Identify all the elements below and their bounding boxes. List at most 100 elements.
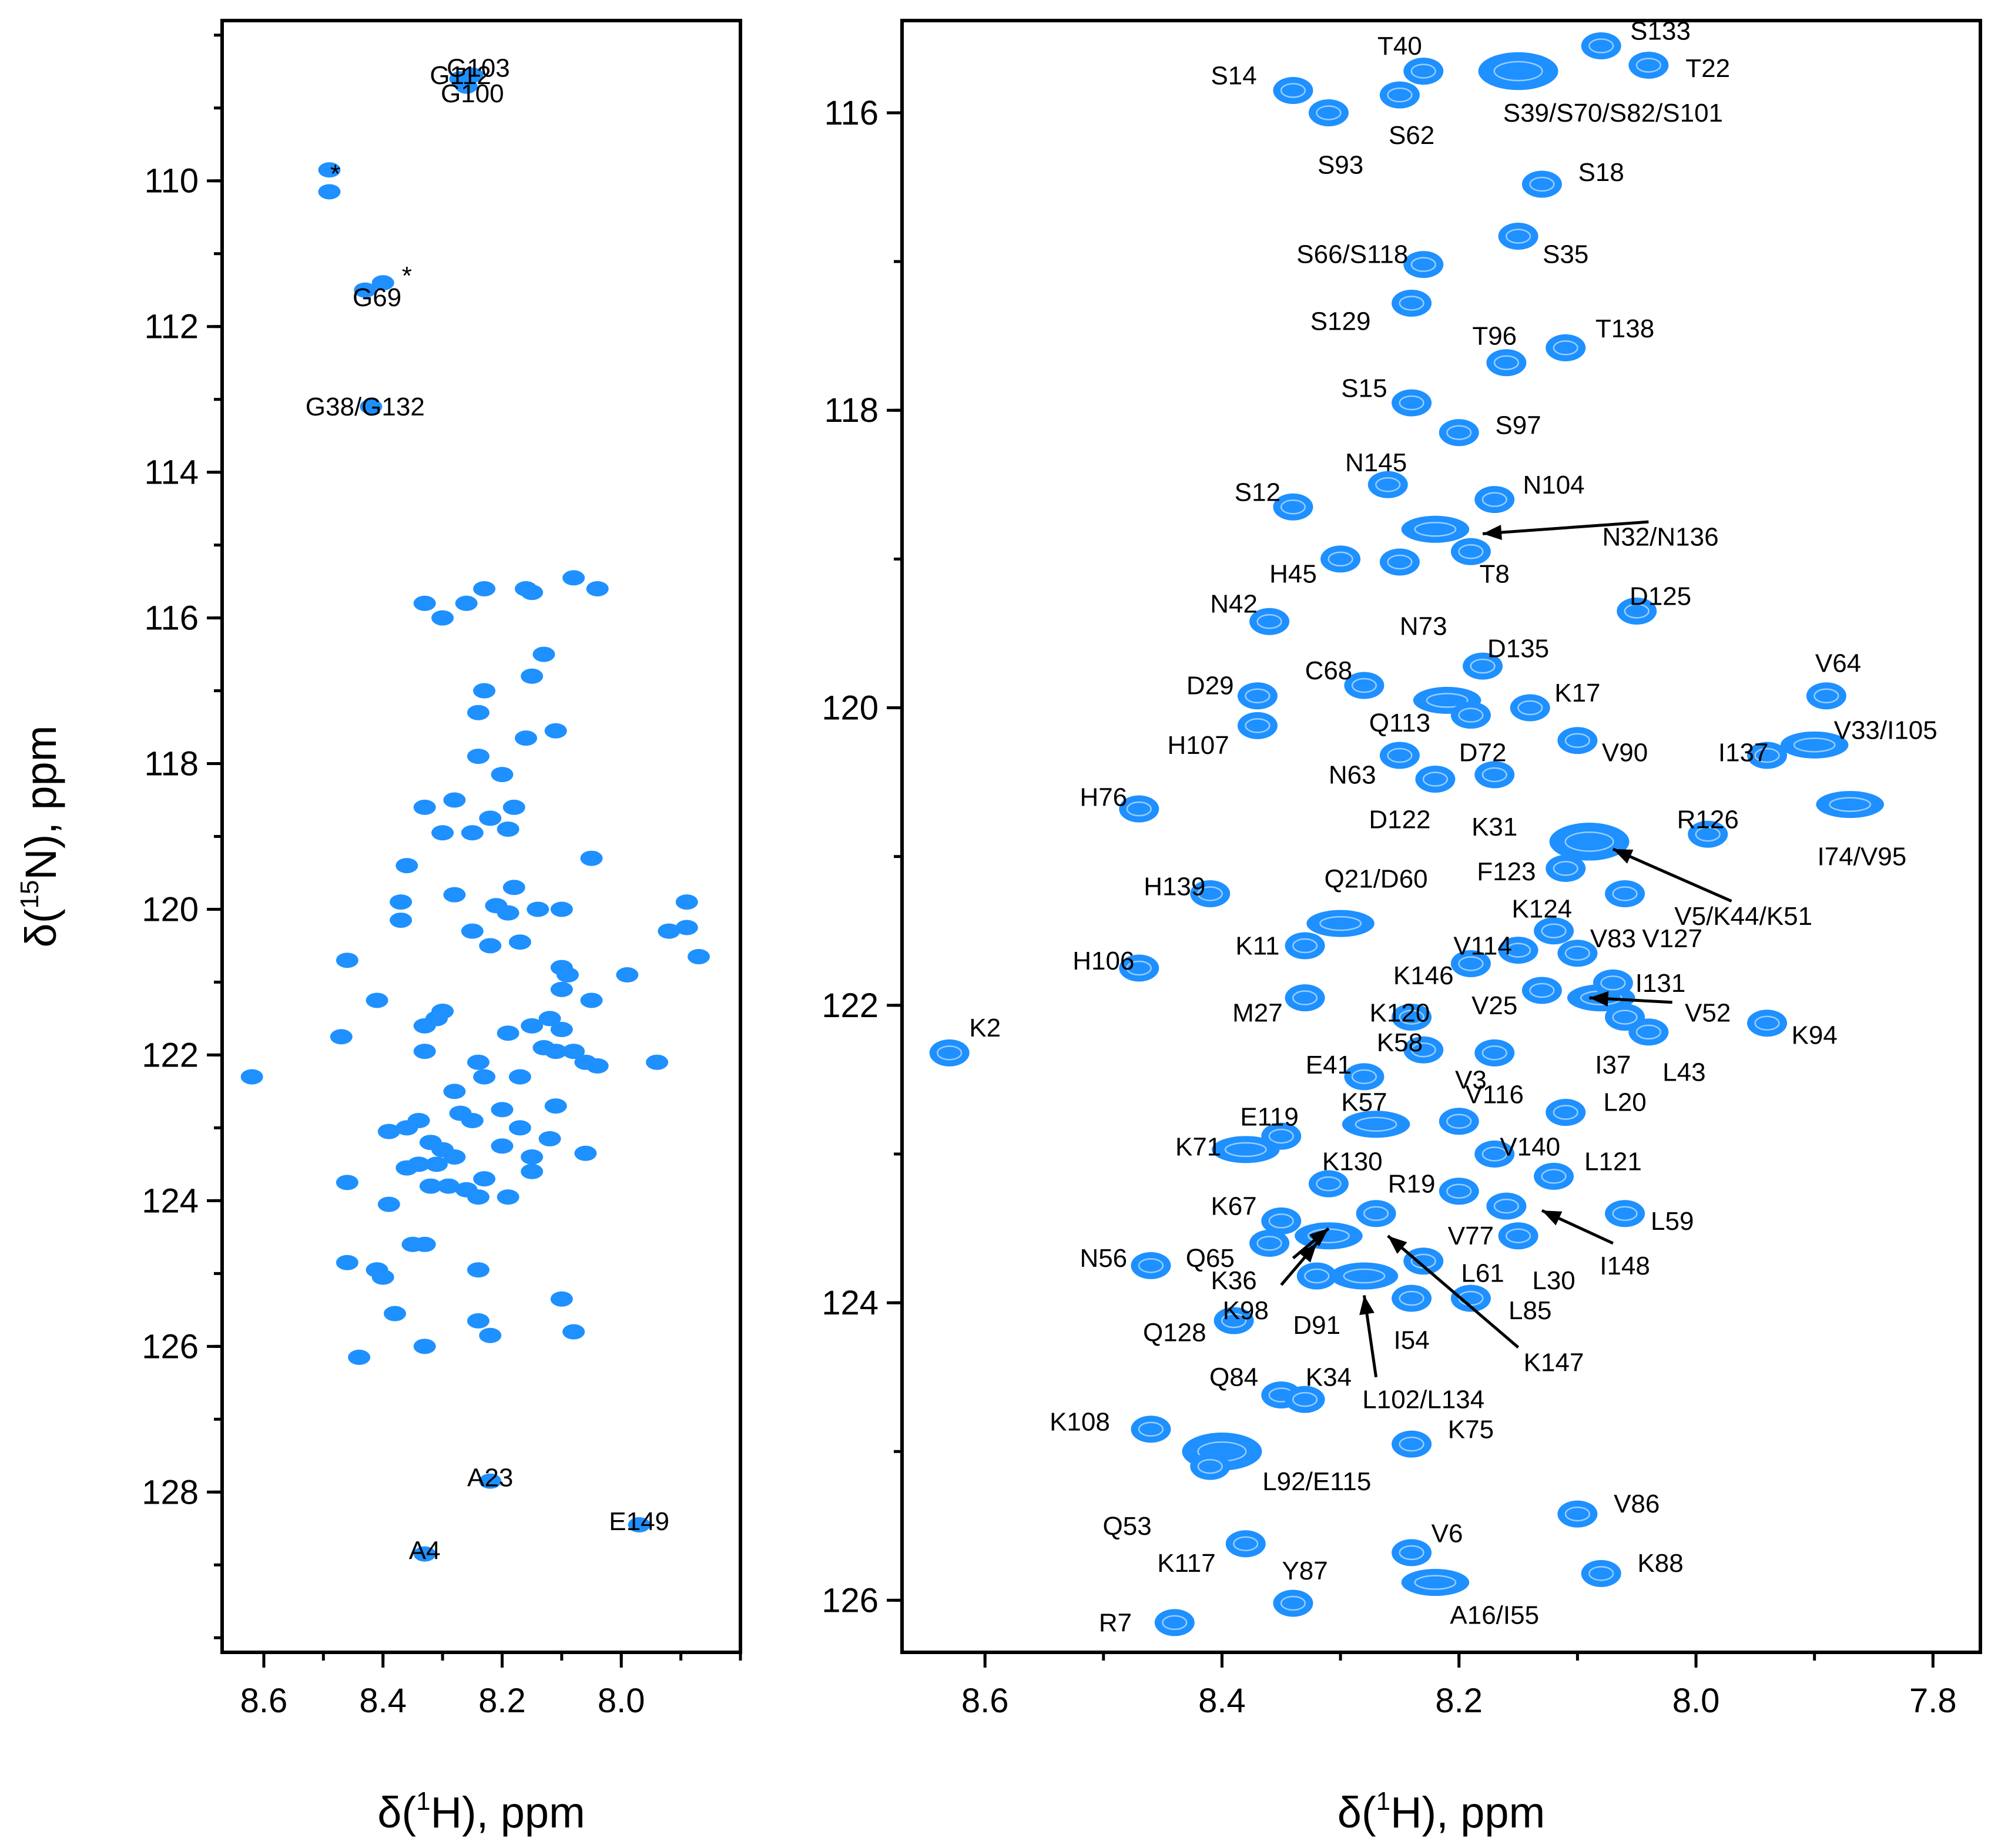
- y-axis-label: δ(15N), ppm: [15, 726, 65, 948]
- peak: [1439, 419, 1479, 447]
- peak: [330, 1029, 353, 1045]
- peak-label: G112: [430, 61, 491, 90]
- y-tick-label: 112: [145, 308, 199, 346]
- peak: [675, 920, 698, 935]
- peak: [479, 1327, 502, 1343]
- peak-label: S97: [1495, 411, 1541, 440]
- peak-contour: [1754, 747, 1780, 763]
- peak-label: *: [330, 159, 340, 188]
- peak: [1463, 652, 1503, 680]
- peak-label: V90: [1602, 738, 1648, 767]
- peak-contour: [1245, 718, 1270, 733]
- peak: [1747, 1009, 1788, 1037]
- peak: [1450, 702, 1491, 729]
- peak-contour: [1399, 296, 1424, 311]
- x-tick-label: 8.4: [1198, 1682, 1246, 1720]
- peak: [479, 810, 502, 826]
- peak: [413, 1236, 436, 1252]
- peak: [491, 767, 514, 783]
- peak: [443, 792, 466, 808]
- arrow-head: [1299, 1243, 1317, 1263]
- peak: [497, 1189, 519, 1205]
- peak-contour: [1564, 831, 1614, 852]
- peak: [384, 1306, 406, 1322]
- peak: [419, 1178, 442, 1194]
- peak: [1780, 731, 1849, 759]
- peak: [675, 894, 698, 910]
- y-tick-label: 118: [145, 745, 199, 783]
- peak: [467, 1262, 490, 1278]
- peak: [467, 1054, 490, 1070]
- peak-contour: [1387, 747, 1413, 763]
- peak-label: S66/S118: [1296, 240, 1408, 269]
- peak-label: I137: [1718, 738, 1769, 767]
- arrow-head: [1483, 525, 1502, 541]
- peak-contour: [1426, 693, 1469, 708]
- annotation-arrow: [1612, 847, 1732, 903]
- peak: [557, 967, 579, 983]
- peak-label: V5/K44/K51: [1674, 902, 1812, 931]
- peak: [1379, 548, 1420, 576]
- peak: [574, 1145, 597, 1161]
- peak-label: H139: [1144, 872, 1205, 901]
- peak-contour: [1588, 1566, 1614, 1581]
- peak: [336, 1255, 358, 1270]
- peak: [929, 1039, 970, 1066]
- peak: [395, 858, 418, 874]
- peak: [1546, 854, 1586, 882]
- peak-label: H76: [1080, 783, 1127, 811]
- peak: [473, 683, 496, 699]
- peak-contour: [1256, 613, 1282, 629]
- peak-label: L121: [1584, 1148, 1642, 1176]
- peak-contour: [1126, 960, 1152, 976]
- peak: [532, 646, 555, 662]
- peak: [1213, 1307, 1254, 1334]
- peak: [1119, 795, 1159, 823]
- plot-frame: [900, 19, 1982, 1654]
- peak-label: K147: [1524, 1348, 1584, 1377]
- annotation-arrow: [1482, 520, 1649, 535]
- peak-label: N73: [1400, 612, 1447, 640]
- y-tick-label: 122: [822, 987, 879, 1025]
- peak-label: S15: [1341, 374, 1387, 403]
- peak: [586, 581, 609, 596]
- peak-contour: [1343, 1268, 1386, 1284]
- peak: [1190, 1453, 1231, 1480]
- peak: [1450, 950, 1491, 977]
- peak: [1593, 969, 1633, 997]
- peak-contour: [1399, 1290, 1424, 1306]
- y-tick-label: 116: [824, 94, 879, 132]
- peak-label: V116: [1465, 1081, 1524, 1109]
- peak-contour: [1564, 733, 1591, 748]
- peak-label: N32/N136: [1602, 522, 1718, 551]
- peak-label: R126: [1677, 805, 1739, 834]
- peak-label: K58: [1377, 1028, 1423, 1057]
- peak: [1806, 682, 1846, 710]
- peak: [580, 850, 603, 866]
- peak-label: L85: [1508, 1296, 1551, 1325]
- peak-label: V83: [1590, 924, 1636, 953]
- peak: [336, 1175, 358, 1190]
- peak: [1356, 1200, 1396, 1227]
- peak-label: Q53: [1103, 1512, 1152, 1541]
- peak: [1131, 1416, 1171, 1443]
- peak-contour: [1793, 737, 1836, 753]
- peak-contour: [1446, 1114, 1472, 1129]
- peak: [461, 825, 484, 841]
- peak: [1450, 1284, 1491, 1312]
- y-tick-label: 124: [142, 1182, 199, 1220]
- peak: [1403, 251, 1444, 279]
- peak: [1439, 1178, 1479, 1205]
- peak: [550, 1022, 573, 1038]
- peak-label: S12: [1235, 478, 1280, 507]
- peak: [562, 570, 585, 586]
- arrow-head: [1309, 1228, 1329, 1247]
- peak-contour: [1414, 522, 1457, 537]
- peak-label: K146: [1393, 961, 1454, 990]
- peak-contour: [1355, 1116, 1397, 1132]
- peak: [1474, 1039, 1515, 1066]
- peak-label: V33/I105: [1834, 716, 1937, 745]
- peak: [544, 1044, 567, 1059]
- peak-contour: [1813, 688, 1839, 704]
